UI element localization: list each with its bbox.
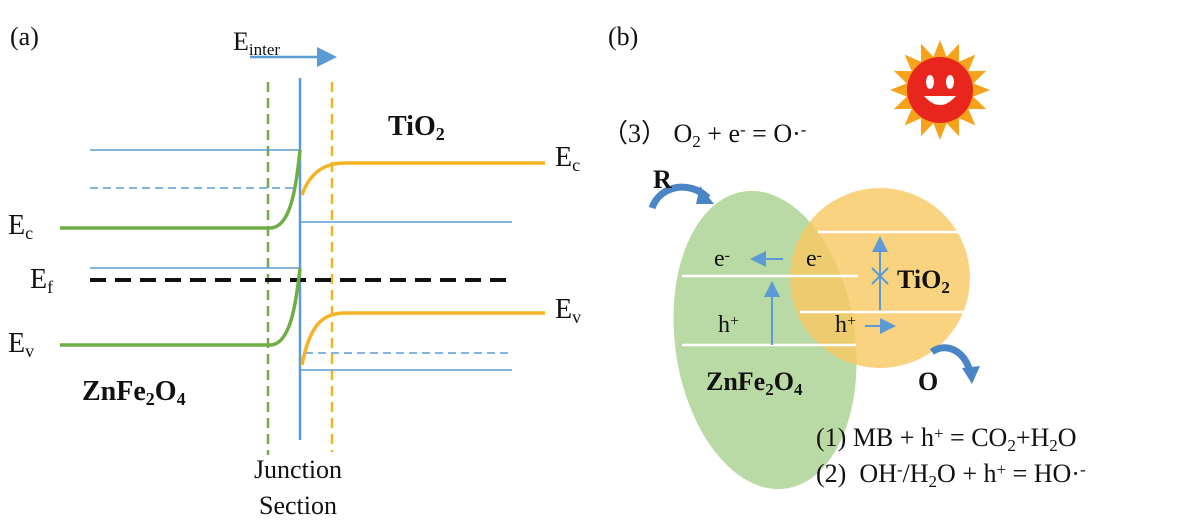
text-part: e [806,246,817,272]
text-part: 2 [941,278,950,297]
text-part: E [233,27,249,56]
text-part: 2 [146,389,155,409]
znfe2o4: ZnFe2O4 [706,367,803,399]
right-ec: Ec [555,142,580,175]
text-part: E [555,142,572,173]
sun-eye [946,75,954,89]
text-part: h [718,312,730,338]
text-part: = HO· [1006,459,1080,488]
text-part: - [817,247,822,264]
text-part: O [1058,423,1077,452]
text-part: TiO [897,265,941,294]
text-part: E [555,294,572,325]
band-ev [302,313,545,365]
text-part: 2 [1007,436,1016,455]
text-part: O [774,367,794,396]
oxidation-arrowhead [962,366,980,384]
text-part: + [934,424,944,443]
panel-label: (a) [10,22,39,51]
text-part: (2) OH [816,459,897,488]
text-part: E [8,210,25,241]
text-part: (1) MB + h [816,423,934,452]
text-part: E [30,264,47,295]
o-label: O [918,367,938,396]
text-part: + [847,313,856,330]
text-part: e [714,246,725,272]
text-part: 2 [436,124,445,144]
text-part: f [47,277,53,297]
text-part: - [801,120,807,139]
text-part: h [835,312,847,338]
text-part: 2 [765,380,774,399]
text-part: +H [1016,423,1050,452]
text-part: 2 [929,472,938,491]
section: Section [259,491,337,520]
text-part: v [25,341,34,361]
text-part: E [8,328,25,359]
sun-eye [926,75,934,89]
r-label: R [653,165,672,194]
text-part: + [997,460,1007,479]
panel-label: (b) [608,22,638,51]
text-part: Section [259,491,337,520]
text-part: inter [249,40,280,59]
text-part: c [572,155,580,175]
text-part: 4 [177,389,186,409]
e-inter: Einter [233,27,280,59]
text-part: - [725,247,730,264]
left-ev: Ev [8,328,34,361]
band-ec [60,150,300,228]
text-part: （3） O [602,119,692,148]
text-part: ZnFe [706,367,765,396]
reaction-1: (1) MB + h+ = CO2+H2O [816,423,1077,455]
reaction-2: (2) OH-/H2O + h+ = HO·- [816,459,1086,491]
tio2: TiO2 [388,111,445,144]
text-part: O [918,367,938,396]
text-part: c [25,223,33,243]
text-part: Junction [254,455,342,484]
diagram: (a) (b) EinterEcEfEvEcEvTiO2ZnFe2O4Junct… [0,0,1177,527]
text-part: TiO [388,111,436,142]
band-ec [302,163,545,195]
right-ev: Ev [555,294,581,327]
text-part: O [155,376,177,407]
text-part: O + h [937,459,996,488]
reaction-3: （3） O2 + e- = O·- [602,119,807,151]
text-part: ZnFe [82,376,146,407]
text-part: v [572,307,581,327]
text-part: - [1080,460,1086,479]
text-part: 4 [794,380,803,399]
text-part: + [730,313,739,330]
sun [890,40,990,140]
text-part: = CO [944,423,1008,452]
text-part: = O· [746,119,801,148]
junction: Junction [254,455,342,484]
znfe2o4: ZnFe2O4 [82,376,186,409]
text-part: 2 [1049,436,1058,455]
text-part: /H [903,459,929,488]
sun-face [907,57,973,123]
text-part: 2 [692,132,701,151]
text-part: R [653,165,672,194]
left-ef: Ef [30,264,53,297]
text-part: + e [701,119,740,148]
left-ec: Ec [8,210,33,243]
